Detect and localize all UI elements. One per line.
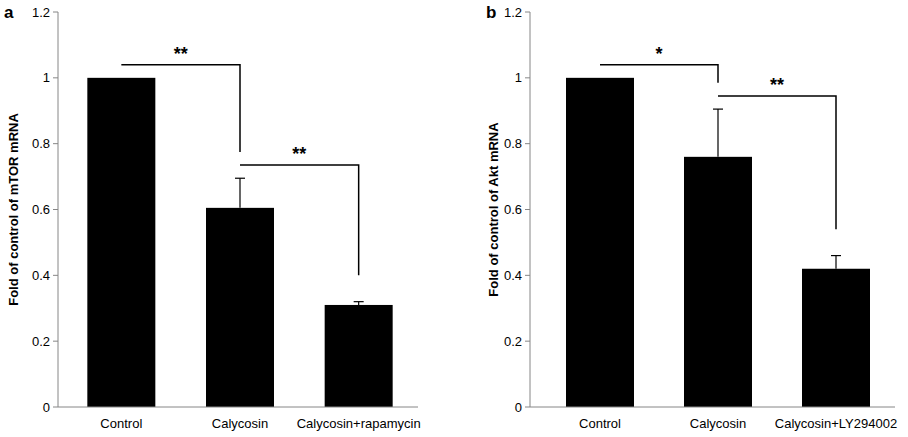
significance-label: ** [770,75,784,95]
y-tick [525,77,530,78]
y-axis-label: Fold of control of Akt mRNA [486,122,501,297]
significance-bracket: ** [121,44,240,152]
x-tick-label: Calycosin+rapamycin [297,416,421,431]
y-tick-label: 1.2 [504,5,522,20]
y-tick-label: 0.4 [504,268,522,283]
error-bar [235,178,245,208]
y-tick-label: 0.6 [504,202,522,217]
y-tick [53,143,58,144]
x-tick-label: Control [100,416,142,431]
significance-label: ** [174,44,188,64]
significance-label: ** [292,144,306,164]
significance-bracket: ** [240,144,359,275]
y-tick-label: 0.2 [504,334,522,349]
bracket-line [600,65,718,83]
y-tick [53,407,58,408]
y-tick-label: 0.8 [504,136,522,151]
bar [802,269,870,407]
y-tick [525,12,530,13]
y-tick-label: 0.2 [32,334,50,349]
y-axis [530,12,531,407]
y-axis-label: Fold of control of mTOR mRNA [6,113,21,306]
error-cap [354,301,364,302]
panel-label: a [4,3,14,22]
x-tick-label: Calycosin+LY294002 [775,416,897,431]
significance-bracket: ** [718,75,836,229]
y-tick-label: 0 [515,400,522,415]
bracket-line [718,96,836,229]
significance-label: * [655,44,662,64]
bars [566,78,870,407]
y-tick [53,209,58,210]
y-tick-label: 0.6 [32,202,50,217]
y-tick [525,209,530,210]
panel: b Fold of control of Akt mRNA 0 0.2 0.4 0.6 0.… [486,3,897,431]
figure: a Fold of control of mTOR mRNA 0 0.2 0.4 0.6 0… [0,0,908,437]
y-tick [525,341,530,342]
bar [566,78,634,407]
error-cap [235,178,245,179]
y-tick-label: 0 [43,400,50,415]
y-tick-label: 0.4 [32,268,50,283]
y-tick [53,341,58,342]
bar [206,208,274,407]
x-tick-label: Calycosin [212,416,268,431]
y-tick-label: 1 [515,70,522,85]
y-tick [53,12,58,13]
error-bar [713,109,723,157]
chart-svg: a Fold of control of mTOR mRNA 0 0.2 0.4 0.6 0… [0,0,908,437]
y-tick [525,407,530,408]
bar [684,157,752,407]
y-tick [525,143,530,144]
y-tick [525,275,530,276]
error-stem [239,178,240,208]
y-tick-label: 1 [43,70,50,85]
y-axis [58,12,59,407]
x-axis [58,407,418,408]
y-tick-label: 0.8 [32,136,50,151]
error-bar [831,256,841,269]
x-tick-label: Control [579,416,621,431]
significance-bracket: * [600,44,718,83]
error-cap [831,255,841,256]
error-cap [713,109,723,110]
y-tick-label: 1.2 [32,5,50,20]
error-bar [354,302,364,305]
bracket-line [121,65,240,152]
x-tick-label: Calycosin [690,416,746,431]
y-tick [53,77,58,78]
bar [325,305,393,407]
error-stem [835,256,836,269]
bar [87,78,155,407]
panel-label: b [486,3,496,22]
y-tick [53,275,58,276]
panel: a Fold of control of mTOR mRNA 0 0.2 0.4 0.6 0… [4,3,421,431]
x-axis [530,407,895,408]
error-stem [717,109,718,157]
bracket-line [240,165,359,275]
